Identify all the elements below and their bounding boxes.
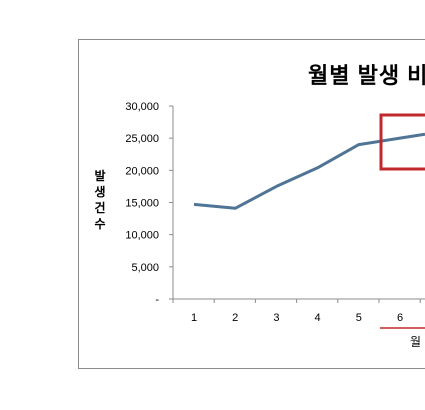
- y-tick-label: -: [155, 294, 159, 306]
- y-axis: - 5,000 10,000 15,000 20,000 25,000 30,000: [125, 101, 174, 306]
- x-axis: 1 2 3 4 5 6: [172, 298, 425, 324]
- series-line: [193, 132, 425, 210]
- y-tick-label: 30,000: [125, 101, 159, 113]
- y-axis-label: 발생건수: [94, 169, 106, 231]
- x-tick-label: 5: [356, 312, 362, 324]
- x-axis-label: 월: [410, 335, 422, 349]
- y-tick-label: 25,000: [125, 133, 159, 145]
- y-tick-label: 10,000: [125, 230, 159, 242]
- highlight-box: [379, 113, 425, 171]
- chart-frame: [78, 39, 425, 369]
- x-tick-label: 6: [397, 312, 403, 324]
- y-tick-label: 5,000: [131, 262, 159, 274]
- y-tick-label: 15,000: [125, 198, 159, 210]
- x-tick-label: 1: [191, 312, 197, 324]
- x-tick-label: 2: [232, 312, 238, 324]
- x-tick-label: 4: [315, 312, 321, 324]
- series-group: [193, 132, 425, 210]
- x-tick-label: 3: [273, 312, 279, 324]
- chart-title: 월별 발생 비: [308, 63, 425, 88]
- y-tick-label: 20,000: [125, 165, 159, 177]
